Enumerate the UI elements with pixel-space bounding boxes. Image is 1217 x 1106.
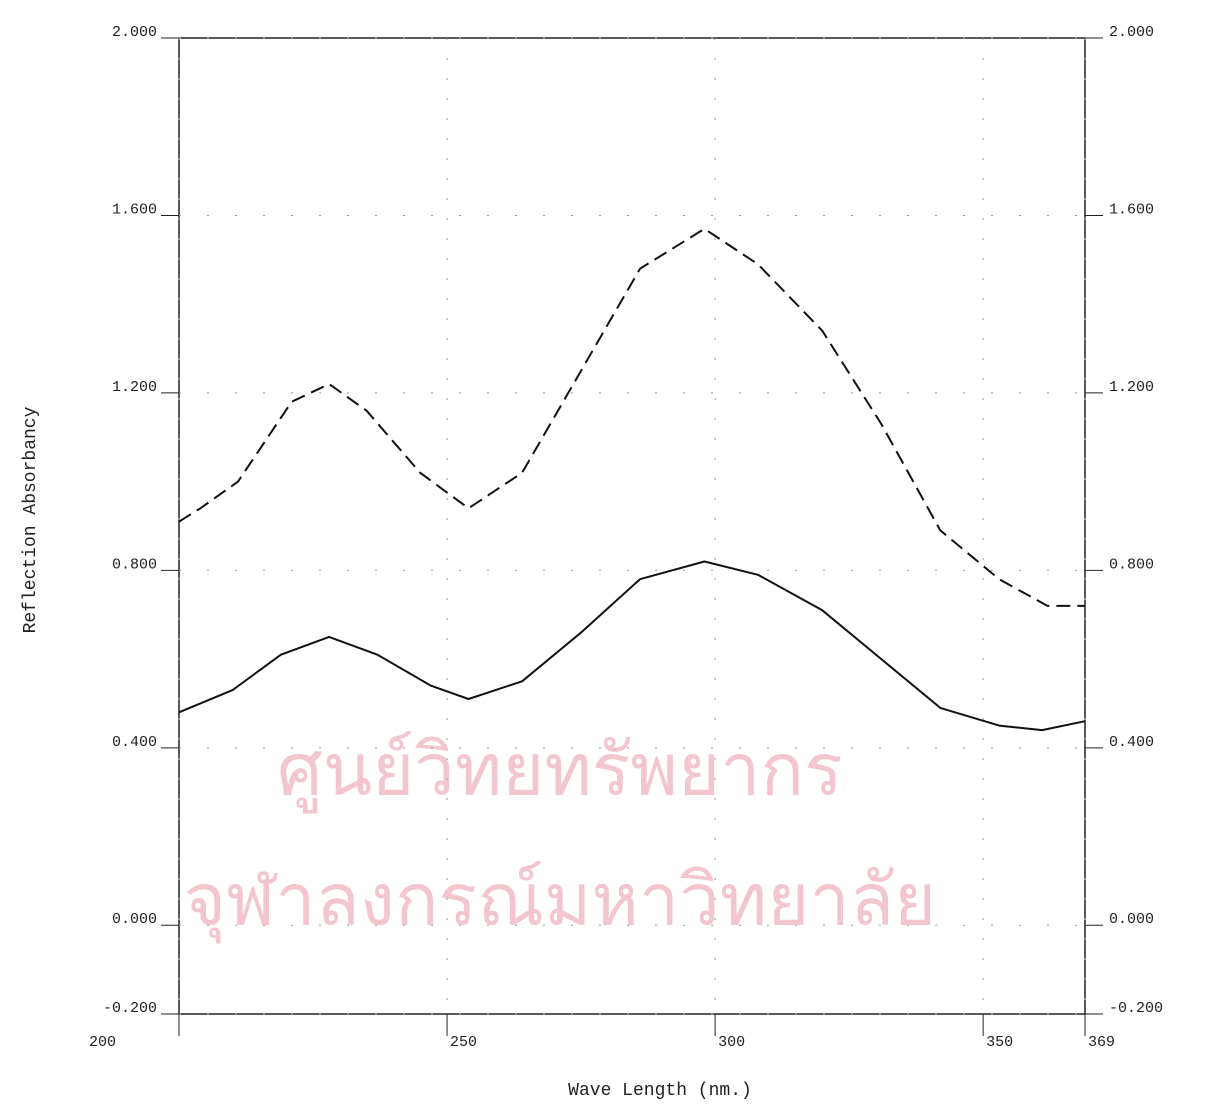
- x-tick-label: 350: [986, 1034, 1013, 1051]
- x-tick-label: 369: [1088, 1034, 1115, 1051]
- y-tick-label: 0.400: [112, 734, 157, 751]
- watermark: ศูนย์วิทยทรัพยากร: [277, 728, 843, 814]
- watermark: จุฬาลงกรณ์มหาวิทยาลัย: [184, 858, 936, 944]
- y-tick-label: 1.600: [1109, 201, 1154, 218]
- x-tick-label: 300: [718, 1034, 745, 1051]
- y-tick-label: 1.600: [112, 201, 157, 218]
- x-tick-label: 250: [450, 1034, 477, 1051]
- y-tick-label: 0.800: [1109, 556, 1154, 573]
- data-line: [178, 227, 1085, 607]
- y-tick-label: 1.200: [1109, 379, 1154, 396]
- y-tick-label: 0.400: [1109, 734, 1154, 751]
- x-tick-label: 200: [89, 1034, 116, 1051]
- y-tick-label: -0.200: [103, 1000, 157, 1017]
- y-tick-label: -0.200: [1109, 1000, 1163, 1017]
- y-tick-label: 1.200: [112, 379, 157, 396]
- y-tick-label: 0.800: [112, 556, 157, 573]
- y-tick-label: 2.000: [112, 24, 157, 41]
- y-tick-label: 0.000: [1109, 911, 1154, 928]
- y-axis-title: Reflection Absorbancy: [21, 406, 41, 633]
- plot-frame: [178, 37, 1086, 1015]
- y-tick-label: 0.000: [112, 911, 157, 928]
- x-axis-title: Wave Length (nm.): [568, 1081, 752, 1101]
- y-tick-label: 2.000: [1109, 24, 1154, 41]
- data-line: [178, 560, 1086, 732]
